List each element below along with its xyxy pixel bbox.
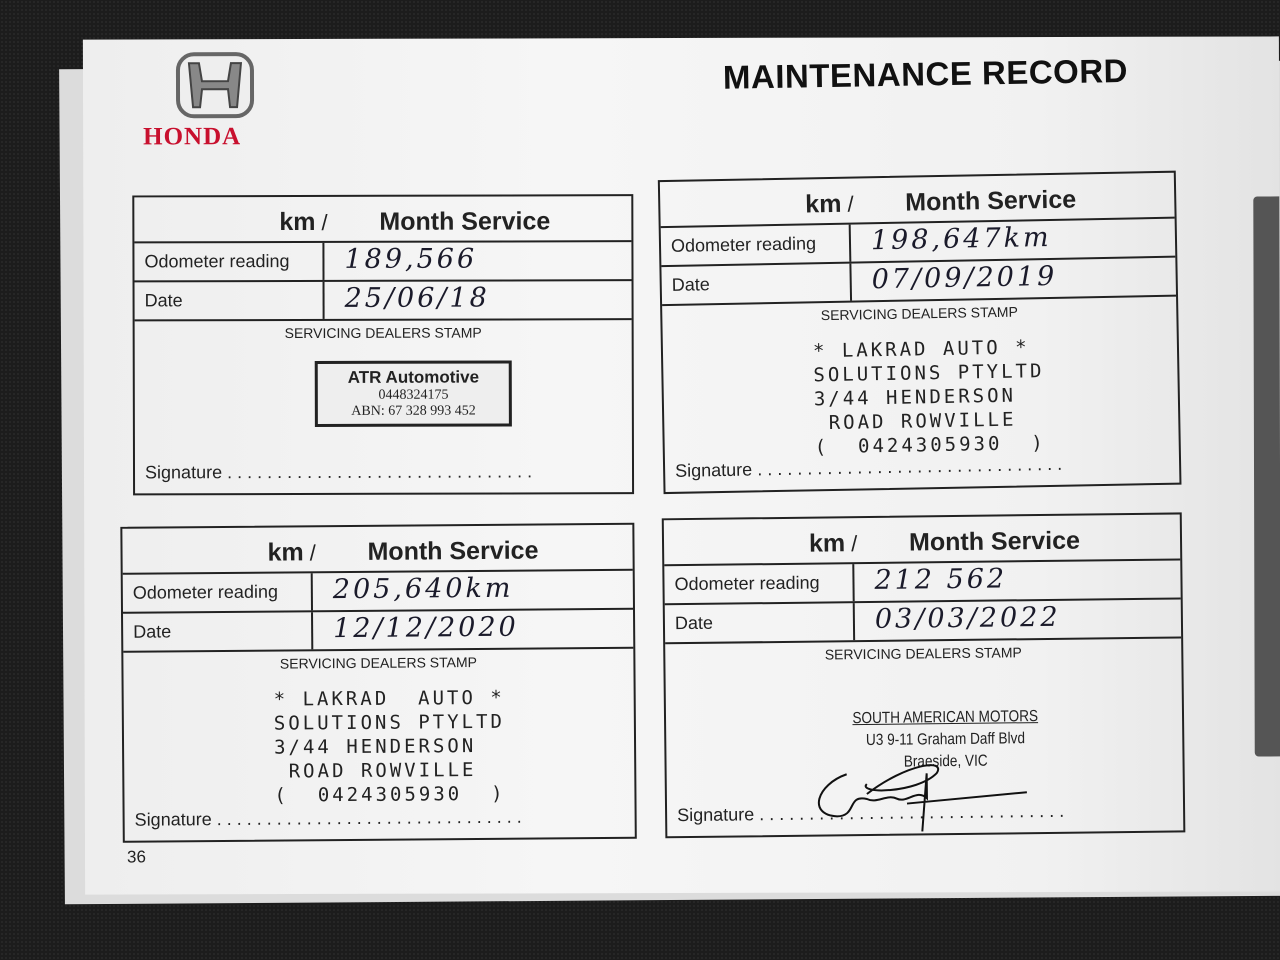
signature-dots: ............................... [227, 461, 538, 483]
date-row: Date 12/12/2020 [123, 609, 634, 653]
slash: / [309, 540, 316, 566]
stamp-line: ROAD ROWVILLE [274, 759, 477, 783]
card-header: km / Month Service [663, 514, 1181, 567]
km-text: km [279, 207, 316, 237]
signature-label: Signature [677, 804, 755, 826]
month-service-label: Month Service [367, 536, 539, 566]
service-record-card: km / Month Service Odometer reading 212 5… [661, 512, 1186, 839]
signature-line: Signature ..............................… [145, 461, 537, 483]
date-row: Date 03/03/2022 [664, 599, 1182, 645]
stamp-dealer-name: ATR Automotive [347, 367, 480, 387]
dealer-stamp: ATR Automotive 0448324175 ABN: 67 328 99… [314, 360, 513, 427]
brand-name: HONDA [143, 123, 242, 151]
service-record-card: km / Month Service Odometer reading 189,5… [132, 194, 635, 496]
card-header: km / Month Service [122, 524, 633, 575]
stamp-label: SERVICING DEALERS STAMP [279, 654, 478, 672]
date-value: 25/06/18 [344, 282, 490, 314]
odometer-row: Odometer reading 212 562 [664, 560, 1181, 606]
odometer-label: Odometer reading [664, 564, 855, 604]
stamp-label: SERVICING DEALERS STAMP [824, 644, 1022, 663]
date-label: Date [134, 281, 325, 320]
date-value: 03/03/2022 [874, 601, 1061, 635]
booklet-page: HONDA MAINTENANCE RECORD km / Month Servi… [82, 36, 1280, 895]
signature-dots: ............................... [216, 806, 527, 830]
dealer-stamp: * LAKRAD AUTO * SOLUTIONS PTYLTD 3/44 HEND… [813, 335, 1046, 459]
service-record-card: km / Month Service Odometer reading 205,6… [120, 522, 637, 843]
odometer-row: Odometer reading 189,566 [134, 242, 632, 283]
km-label: km / [805, 189, 906, 220]
km-label: km / [267, 538, 367, 568]
service-record-card: km / Month Service Odometer reading 198,6… [657, 170, 1182, 495]
date-label: Date [123, 612, 314, 651]
slash: / [321, 209, 328, 235]
stamp-line: 3/44 HENDERSON [273, 735, 477, 759]
page-edge [1253, 196, 1280, 757]
month-service-label: Month Service [379, 207, 551, 236]
page-title: MAINTENANCE RECORD [722, 52, 1129, 96]
odometer-row: Odometer reading 205,640km [122, 570, 634, 614]
odometer-label: Odometer reading [122, 573, 313, 612]
signature-line: Signature ..............................… [675, 454, 1067, 482]
stamp-label: SERVICING DEALERS STAMP [284, 324, 482, 342]
date-row: Date 07/09/2019 [661, 257, 1177, 307]
card-header: km / Month Service [134, 196, 632, 244]
odometer-value: 189,566 [344, 243, 478, 275]
odometer-value: 205,640km [332, 572, 514, 606]
stamp-line: * LAKRAD AUTO * [273, 686, 505, 711]
km-text: km [808, 529, 846, 558]
month-service-label: Month Service [908, 526, 1081, 557]
stamp-line: SOUTH AMERICAN MOTORS [852, 708, 1039, 728]
km-text: km [267, 538, 304, 567]
dealer-stamp: * LAKRAD AUTO * SOLUTIONS PTYLTD 3/44 HEND… [274, 686, 506, 808]
date-row: Date 25/06/18 [134, 281, 632, 322]
signature-label: Signature [134, 809, 212, 830]
signature-label: Signature [674, 459, 753, 481]
date-label: Date [661, 263, 853, 305]
slash: / [847, 191, 854, 217]
stamp-abn: ABN: 67 328 993 452 [351, 403, 476, 419]
slash: / [851, 531, 858, 557]
odometer-value: 198,647km [870, 221, 1052, 257]
date-value: 12/12/2020 [333, 611, 519, 645]
date-label: Date [664, 603, 856, 643]
stamp-line: SOLUTIONS PTYLTD [273, 710, 505, 735]
handwritten-signature [817, 764, 1027, 832]
signature-line: Signature ..............................… [135, 807, 527, 831]
stamp-line: ( 0424305930 ) [274, 782, 506, 807]
odometer-label: Odometer reading [660, 224, 852, 266]
honda-h-icon [175, 52, 255, 119]
stamp-line: U3 9-11 Graham Daff Blvd [865, 730, 1026, 750]
honda-logo: HONDA [143, 51, 263, 151]
date-value: 07/09/2019 [871, 260, 1058, 296]
odometer-value: 212 562 [874, 563, 1008, 596]
signature-dots: ............................... [757, 453, 1068, 480]
km-text: km [805, 189, 842, 219]
month-service-label: Month Service [905, 185, 1077, 217]
stamp-phone: 0448324175 [378, 387, 449, 403]
km-label: km / [279, 208, 379, 237]
km-label: km / [809, 529, 909, 559]
page-number: 36 [126, 847, 146, 867]
odometer-label: Odometer reading [134, 242, 325, 281]
signature-label: Signature [144, 462, 223, 483]
